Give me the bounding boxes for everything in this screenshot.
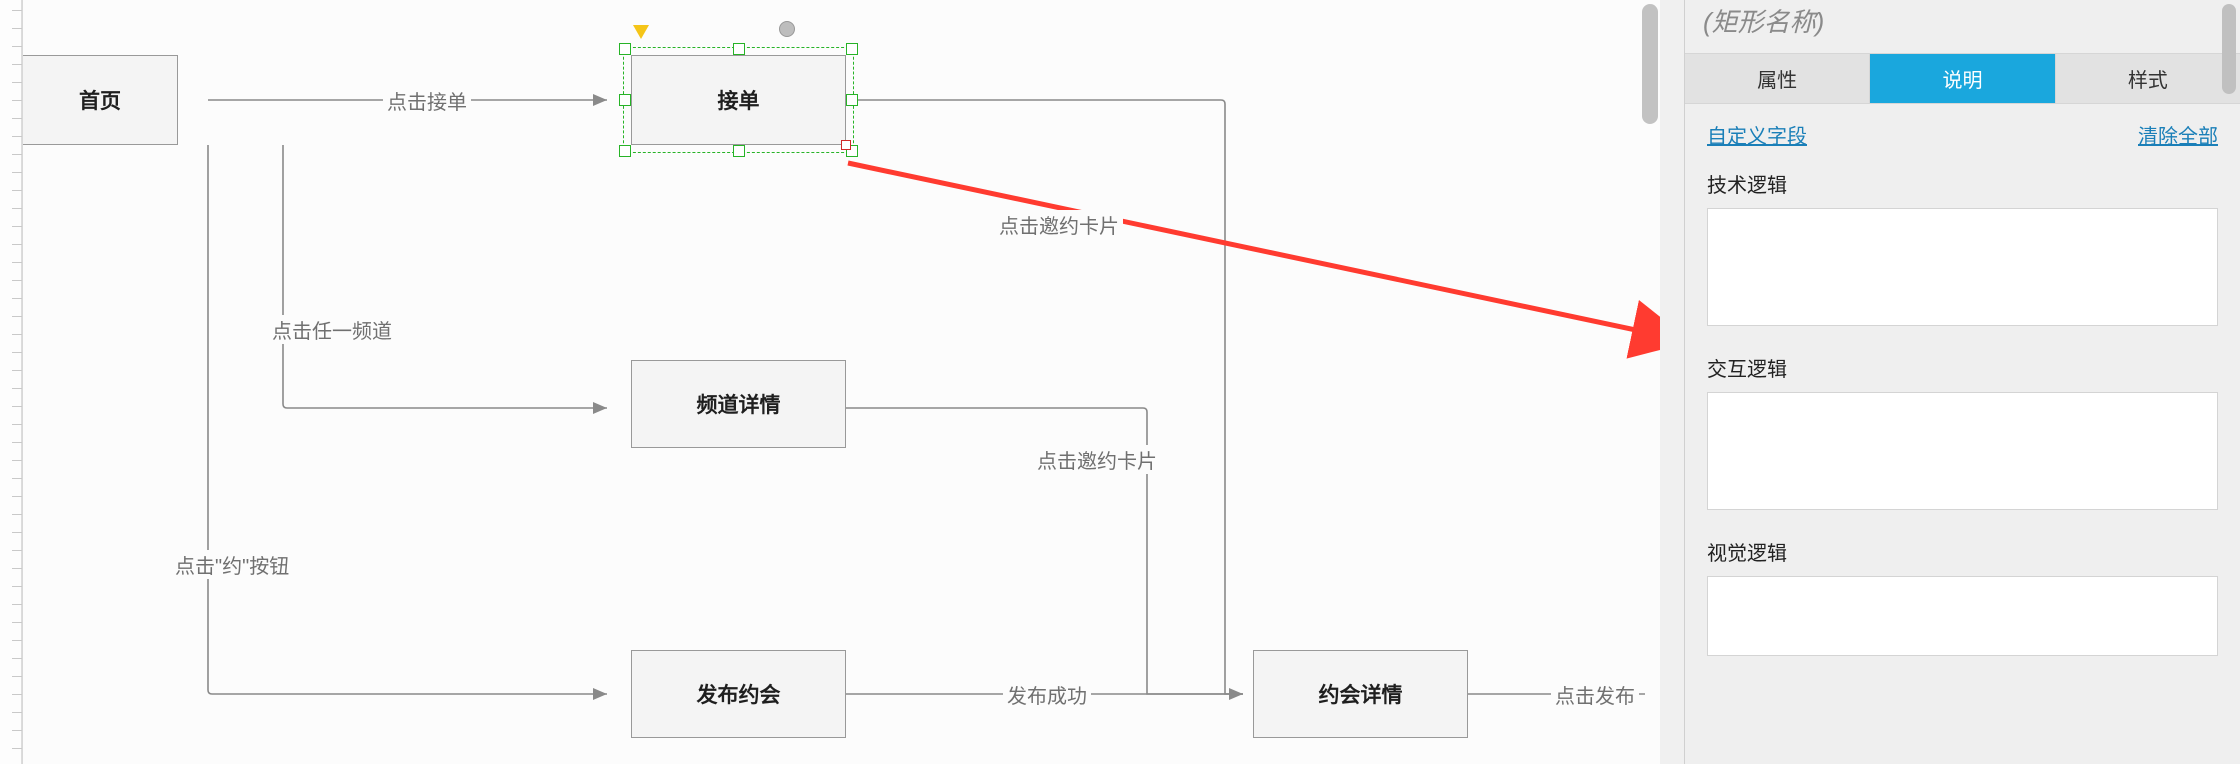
resize-handle[interactable] — [733, 43, 745, 55]
edge-label-5[interactable]: 发布成功 — [1003, 680, 1091, 709]
diagram-canvas[interactable]: 点击接单点击任一频道点击"约"按钮点击邀约卡片点击邀约卡片发布成功点击发布首页接… — [22, 0, 1660, 764]
edge-1[interactable] — [283, 145, 607, 408]
edge-3[interactable] — [846, 100, 1243, 694]
field-label-tech: 技术逻辑 — [1707, 169, 2218, 198]
inspector-panel: (矩形名称) 属性 说明 样式 自定义字段 清除全部 技术逻辑 交互逻辑 视觉逻… — [1684, 0, 2240, 764]
inspector-tabs: 属性 说明 样式 — [1685, 53, 2240, 104]
node-label-publish: 发布约会 — [697, 679, 781, 709]
rotation-handle-icon[interactable] — [779, 21, 795, 37]
panel-scrollbar-thumb[interactable] — [2222, 4, 2236, 94]
node-channel[interactable]: 频道详情 — [631, 360, 846, 448]
vertical-ruler — [0, 0, 22, 764]
edge-label-6[interactable]: 点击发布 — [1551, 680, 1639, 709]
edge-label-4[interactable]: 点击邀约卡片 — [1033, 445, 1161, 474]
connection-point[interactable] — [841, 140, 851, 150]
resize-handle[interactable] — [846, 43, 858, 55]
field-interaction-logic: 交互逻辑 — [1707, 353, 2218, 515]
node-home[interactable]: 首页 — [23, 55, 178, 145]
node-meet_detail[interactable]: 约会详情 — [1253, 650, 1468, 738]
field-label-visual: 视觉逻辑 — [1707, 537, 2218, 566]
inspector-body: 自定义字段 清除全部 技术逻辑 交互逻辑 视觉逻辑 — [1685, 104, 2240, 764]
node-take_order[interactable]: 接单 — [631, 55, 846, 145]
field-input-visual[interactable] — [1707, 576, 2218, 656]
edge-label-0[interactable]: 点击接单 — [383, 86, 471, 115]
field-input-tech[interactable] — [1707, 208, 2218, 326]
tab-attributes[interactable]: 属性 — [1685, 54, 1870, 103]
resize-handle[interactable] — [846, 94, 858, 106]
edge-label-2[interactable]: 点击"约"按钮 — [171, 550, 293, 579]
inspector-link-row: 自定义字段 清除全部 — [1707, 120, 2218, 149]
edge-label-1[interactable]: 点击任一频道 — [268, 315, 396, 344]
resize-handle[interactable] — [619, 94, 631, 106]
tab-style[interactable]: 样式 — [2056, 54, 2240, 103]
field-label-interaction: 交互逻辑 — [1707, 353, 2218, 382]
resize-handle[interactable] — [619, 145, 631, 157]
edge-2[interactable] — [208, 145, 607, 694]
canvas-scrollbar-thumb[interactable] — [1642, 4, 1658, 124]
edge-label-3[interactable]: 点击邀约卡片 — [995, 210, 1123, 239]
shape-name-placeholder[interactable]: (矩形名称) — [1685, 0, 2240, 53]
field-input-interaction[interactable] — [1707, 392, 2218, 510]
field-visual-logic: 视觉逻辑 — [1707, 537, 2218, 661]
clear-all-link[interactable]: 清除全部 — [2138, 120, 2218, 149]
diagram-canvas-area[interactable]: 点击接单点击任一频道点击"约"按钮点击邀约卡片点击邀约卡片发布成功点击发布首页接… — [0, 0, 1660, 764]
resize-handle[interactable] — [733, 145, 745, 157]
tab-notes[interactable]: 说明 — [1870, 54, 2055, 103]
note-indicator-icon[interactable] — [633, 25, 649, 39]
resize-handle[interactable] — [619, 43, 631, 55]
node-label-take_order: 接单 — [718, 85, 760, 115]
field-tech-logic: 技术逻辑 — [1707, 169, 2218, 331]
node-label-home: 首页 — [79, 85, 121, 115]
node-publish[interactable]: 发布约会 — [631, 650, 846, 738]
custom-fields-link[interactable]: 自定义字段 — [1707, 120, 1807, 149]
node-label-meet_detail: 约会详情 — [1319, 679, 1403, 709]
annotation-arrow — [848, 163, 1660, 340]
node-label-channel: 频道详情 — [697, 389, 781, 419]
